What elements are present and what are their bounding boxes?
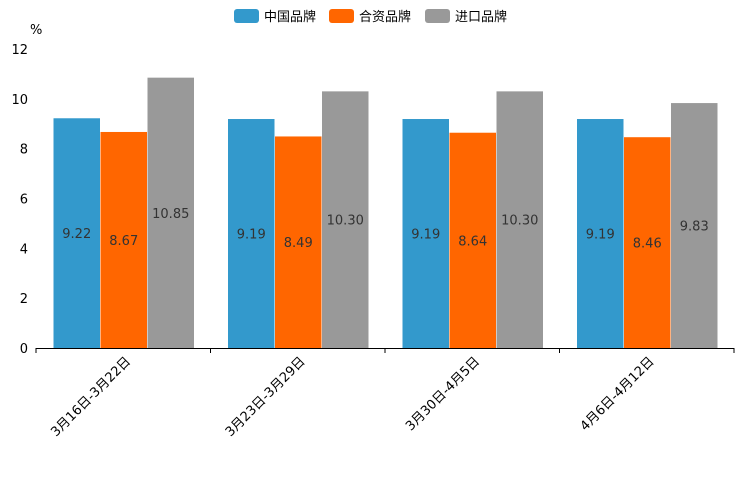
x-tick-label: 3月23日-3月29日 [223, 354, 309, 440]
bar-3-2 [322, 91, 369, 348]
bar-1-1 [53, 118, 100, 348]
x-tick-label: 3月16日-3月22日 [48, 354, 134, 440]
legend-swatch [425, 9, 450, 23]
bars: 9.22 8.67 10.85 9.19 8.49 10.30 9.19 8.64 10.30 9… [53, 77, 718, 348]
bar-3-1 [147, 77, 194, 348]
y-tick-label: 8 [20, 143, 28, 158]
data-label: 10.30 [327, 214, 364, 229]
y-tick-label: 12 [11, 43, 28, 58]
data-label: 9.19 [411, 228, 440, 243]
bar-1-4 [577, 119, 624, 348]
data-label: 10.30 [501, 214, 538, 229]
data-label: 10.85 [152, 207, 189, 222]
data-label: 8.64 [458, 234, 487, 249]
x-axis: 3月16日-3月22日 3月23日-3月29日 3月30日-4月5日 4月6日-4月1… [35, 348, 735, 440]
bar-2-1 [100, 131, 147, 348]
y-axis: 0 2 4 6 8 10 12 [11, 43, 28, 357]
data-label: 9.19 [586, 228, 615, 243]
bar-2-4 [624, 137, 671, 348]
legend-swatch [234, 9, 259, 23]
legend-label: 合资品牌 [359, 9, 411, 25]
y-tick-label: 2 [20, 292, 28, 307]
y-tick-label: 0 [20, 342, 28, 357]
bar-2-2 [275, 136, 322, 348]
data-label: 9.83 [680, 220, 709, 235]
y-tick-label: 6 [20, 193, 28, 208]
data-label: 9.22 [62, 227, 91, 242]
y-tick-label: 10 [11, 93, 28, 108]
bar-3-4 [671, 103, 718, 348]
legend-swatch [329, 9, 354, 23]
data-label: 8.49 [284, 236, 313, 251]
data-label: 8.46 [633, 237, 662, 252]
legend-label: 中国品牌 [264, 9, 316, 25]
bar-1-2 [228, 119, 275, 348]
x-tick-label: 4月6日-4月12日 [578, 354, 658, 434]
bar-3-3 [496, 91, 543, 348]
data-label: 8.67 [109, 234, 138, 249]
y-tick-label: 4 [20, 242, 28, 257]
bar-1-3 [402, 119, 449, 348]
legend: 中国品牌 合资品牌 进口品牌 [234, 9, 507, 25]
x-tick-label: 3月30日-4月5日 [403, 354, 483, 434]
bar-2-3 [449, 132, 496, 348]
y-axis-unit-label: % [30, 23, 42, 38]
legend-label: 进口品牌 [455, 9, 507, 25]
data-label: 9.19 [237, 228, 266, 243]
